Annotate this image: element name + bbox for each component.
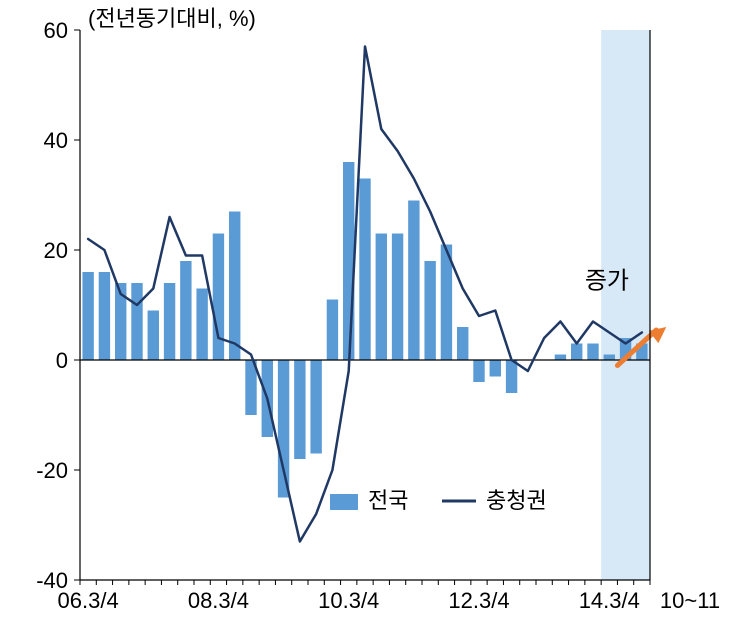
bar [555, 355, 566, 361]
bar [294, 360, 305, 459]
bar [164, 283, 175, 360]
bar [310, 360, 321, 454]
bar [604, 355, 615, 361]
xtick-label: 14.3/4 [579, 588, 640, 613]
bar [213, 234, 224, 361]
bar [506, 360, 517, 393]
bar [327, 300, 338, 361]
chart-subtitle: (전년동기대비, %) [88, 6, 256, 31]
xtick-label: 12.3/4 [448, 588, 509, 613]
xtick-label: 08.3/4 [188, 588, 249, 613]
bar [82, 272, 93, 360]
ytick-label: -20 [36, 458, 68, 483]
xtick-label: 06.3/4 [58, 588, 119, 613]
bar [424, 261, 435, 360]
bar [278, 360, 289, 498]
bar [473, 360, 484, 382]
bar [457, 327, 468, 360]
highlight-band [601, 30, 650, 580]
bar [376, 234, 387, 361]
bar [490, 360, 501, 377]
legend-label-line: 충청권 [486, 488, 547, 513]
ytick-label: 0 [56, 348, 68, 373]
annotation-increase: 증가 [585, 268, 629, 295]
bar [571, 344, 582, 361]
bar [359, 179, 370, 361]
legend-label-bar: 전국 [368, 488, 408, 513]
bar [343, 162, 354, 360]
bar [392, 234, 403, 361]
chart-container: -40-200204060(전년동기대비, %)06.3/408.3/410.3… [0, 0, 739, 638]
bar [131, 283, 142, 360]
bar [99, 272, 110, 360]
chart-svg: -40-200204060(전년동기대비, %)06.3/408.3/410.3… [0, 0, 739, 638]
ytick-label: 40 [44, 128, 68, 153]
xtick-label: 10.3/4 [318, 588, 379, 613]
ytick-label: 60 [44, 18, 68, 43]
xtick-extra-label: 10~11 [660, 588, 720, 613]
bar [148, 311, 159, 361]
legend-swatch-bar [330, 494, 358, 510]
bar [408, 201, 419, 361]
bar [196, 289, 207, 361]
bar [229, 212, 240, 361]
bar [180, 261, 191, 360]
ytick-label: 20 [44, 238, 68, 263]
bar [587, 344, 598, 361]
